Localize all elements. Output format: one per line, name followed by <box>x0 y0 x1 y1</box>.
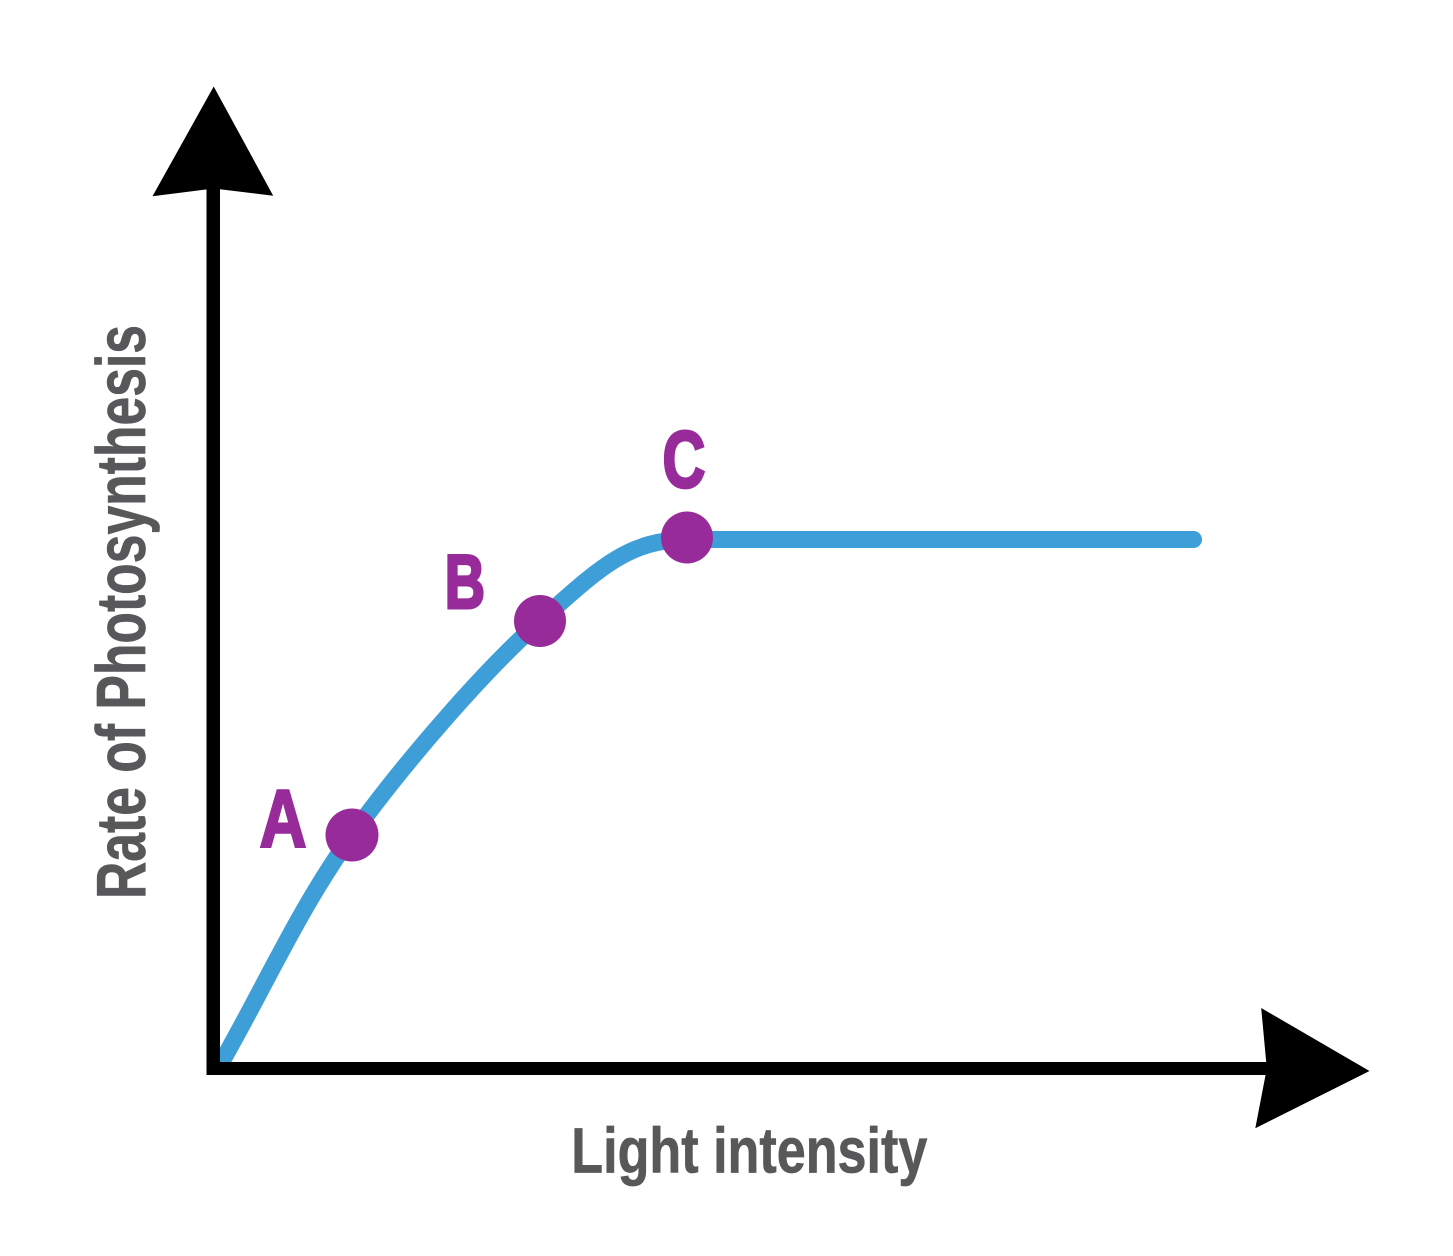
svg-text:Light intensity: Light intensity <box>571 1115 927 1187</box>
svg-text:A: A <box>260 773 307 865</box>
svg-text:B: B <box>445 541 485 625</box>
svg-text:C: C <box>663 414 706 504</box>
svg-text:Rate of Photosynthesis: Rate of Photosynthesis <box>82 325 160 899</box>
